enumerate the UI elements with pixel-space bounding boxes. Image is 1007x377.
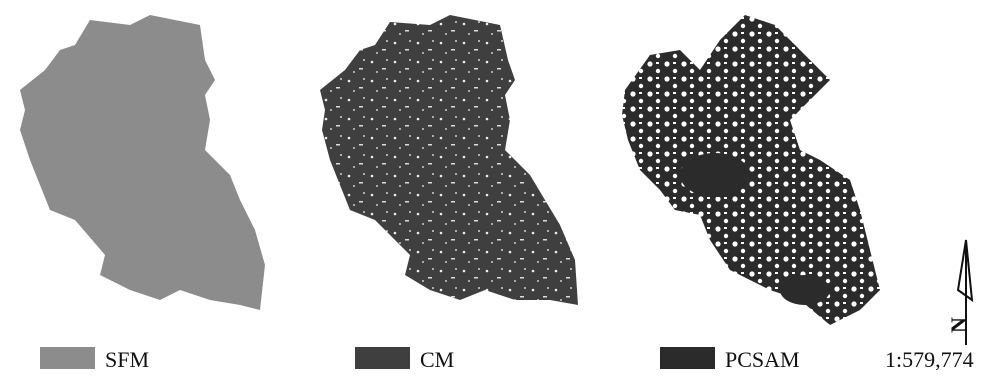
north-label: N [946, 317, 971, 333]
scale-label: 1:579,774 [885, 347, 974, 372]
legend-swatch [660, 347, 715, 369]
legend-label: PCSAM [725, 347, 800, 372]
sfm-map [20, 15, 265, 310]
figure: SFM CM PCSAM N 1:579,774 [0, 0, 1007, 377]
pcsam-map [622, 15, 880, 325]
cm-map [320, 15, 578, 305]
legend-swatch [355, 347, 410, 369]
legend: SFM CM PCSAM [40, 347, 800, 372]
legend-swatch [40, 347, 95, 369]
legend-label: SFM [105, 347, 149, 372]
maps [20, 15, 880, 325]
north-arrow: N [946, 240, 972, 345]
legend-label: CM [420, 347, 454, 372]
